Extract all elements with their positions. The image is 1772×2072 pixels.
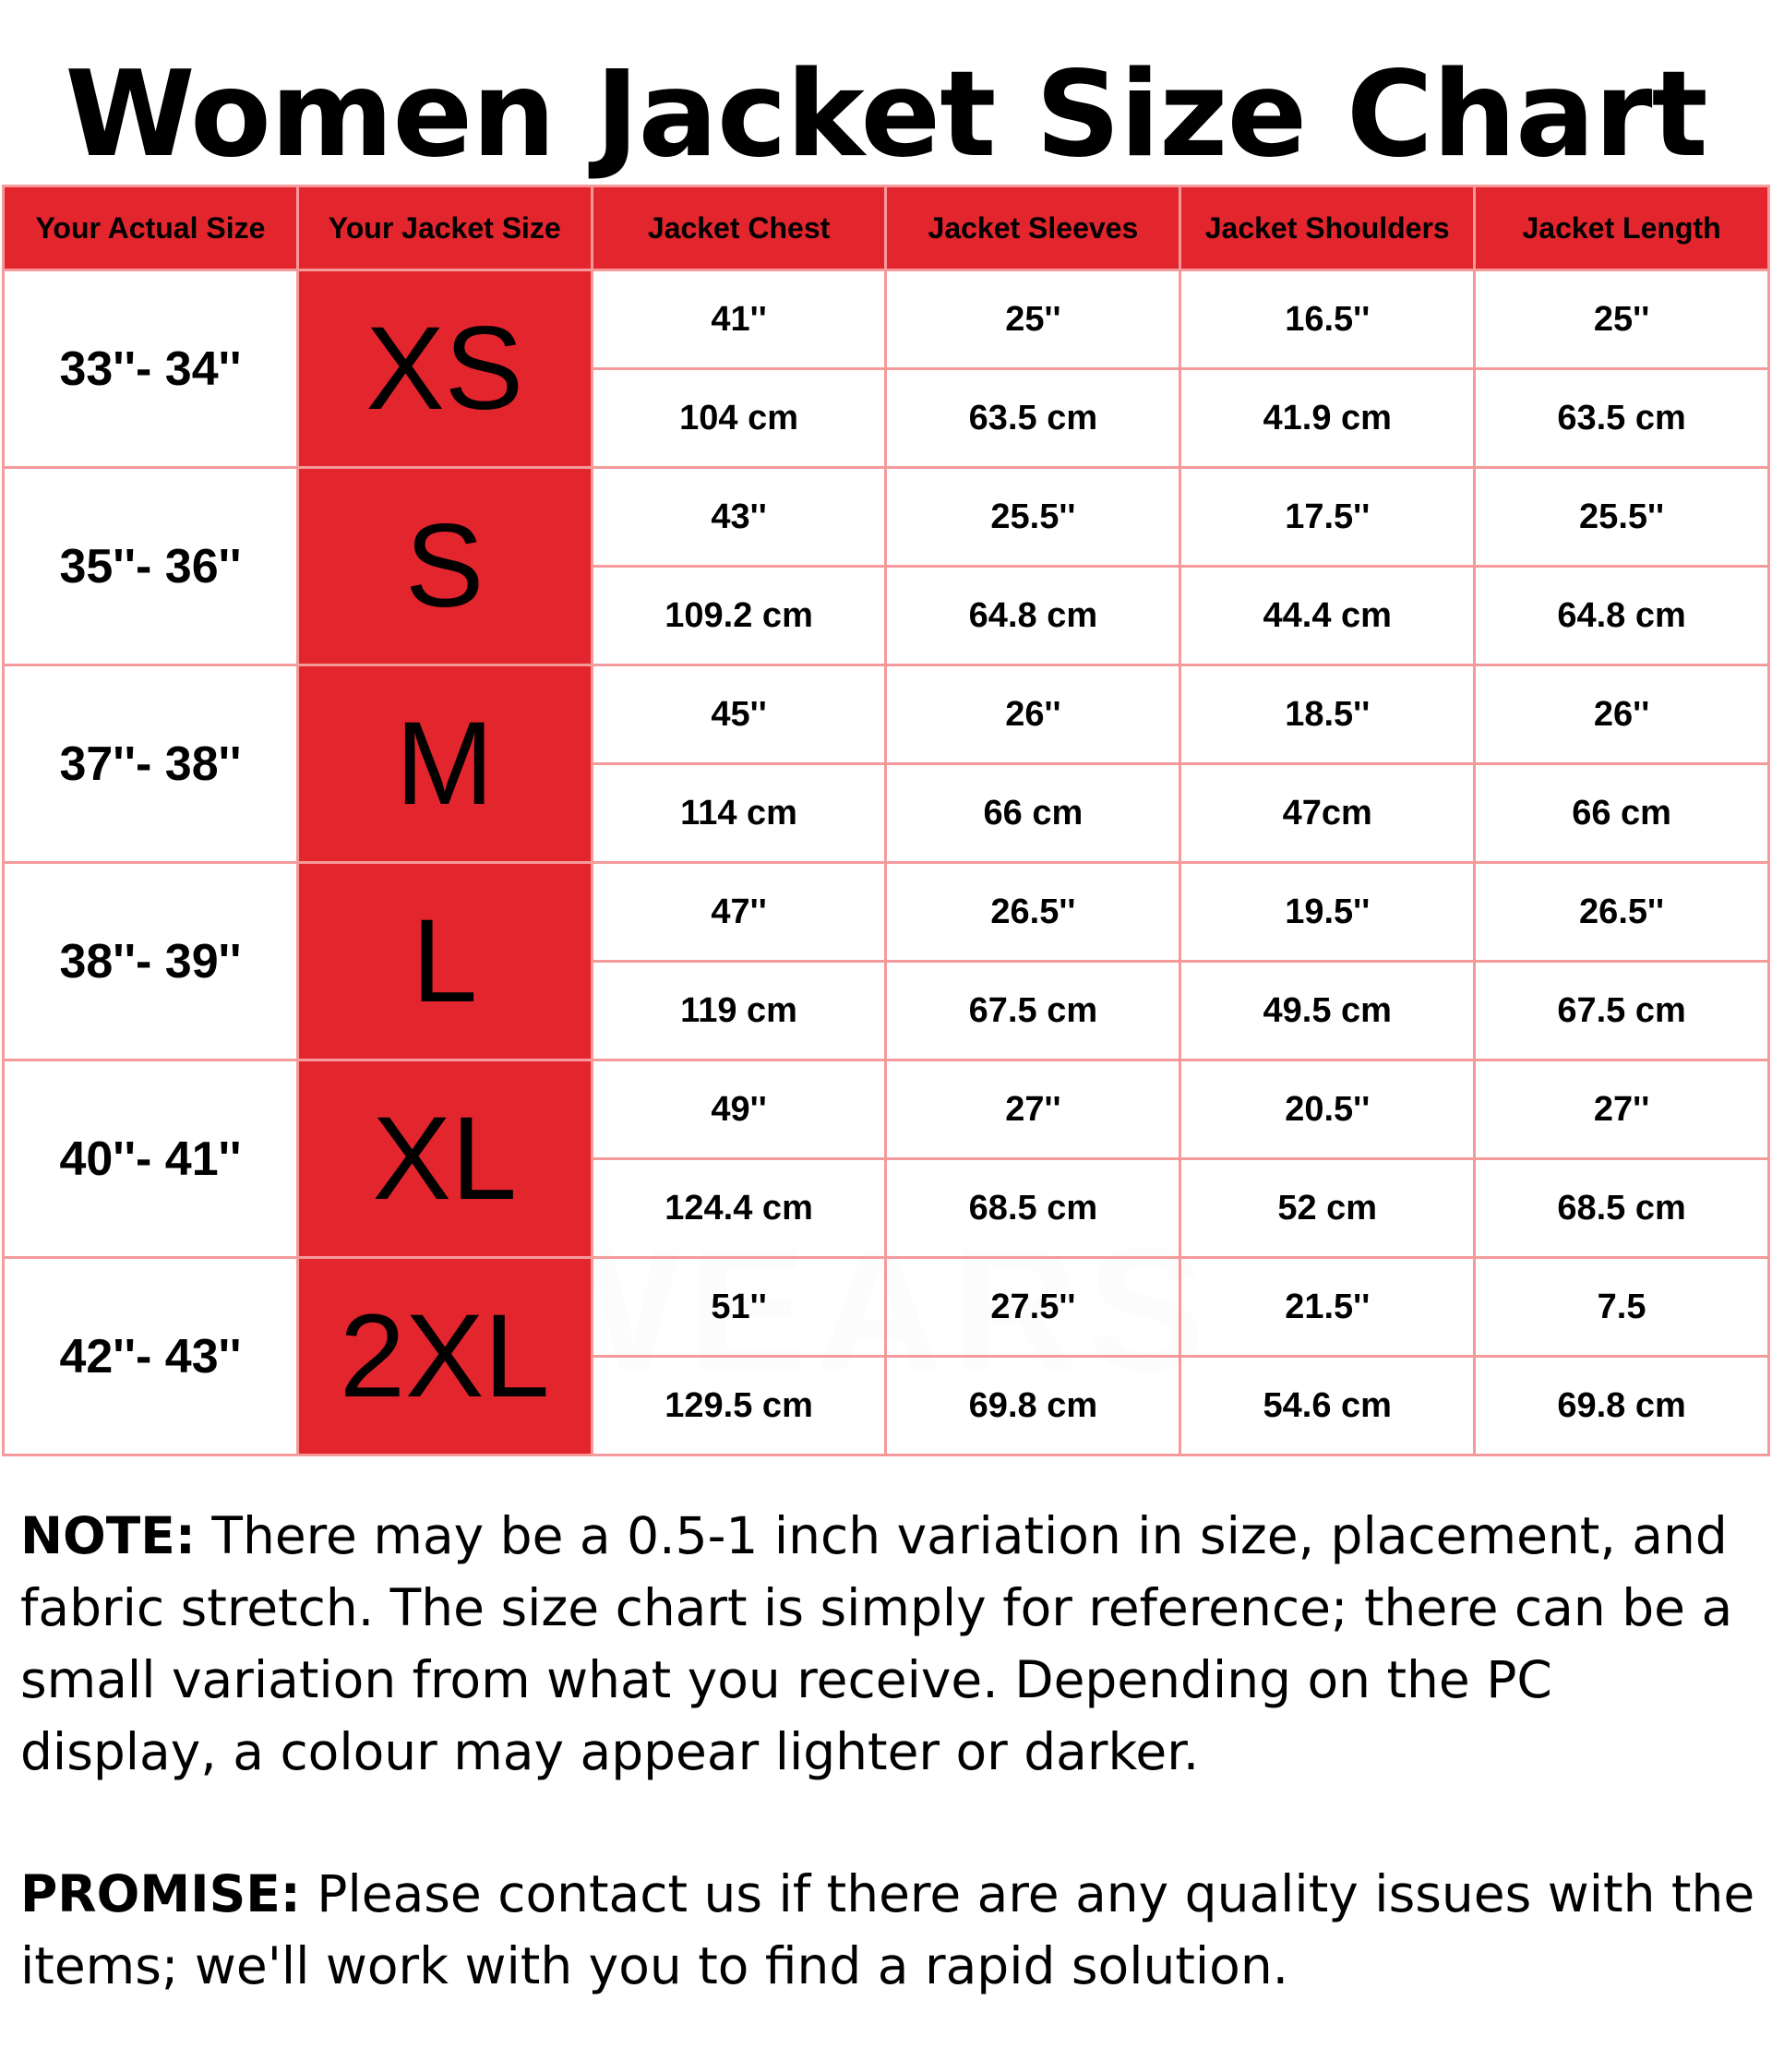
cm-value-cell: 109.2 cm: [590, 565, 888, 666]
table-row: 40''- 41'' XL 49'' 27'' 20.5'' 27'': [2, 1059, 1770, 1259]
actual-size-cell: 38''- 39'': [2, 861, 299, 1061]
cm-value-cell: 68.5 cm: [1473, 1157, 1770, 1259]
cm-value-cell: 69.8 cm: [884, 1355, 1182, 1456]
note-paragraph: NOTE: There may be a 0.5-1 inch variatio…: [20, 1500, 1755, 1788]
cm-value-cell: 67.5 cm: [884, 960, 1182, 1061]
cm-value-cell: 64.8 cm: [884, 565, 1182, 666]
jacket-size-cell: 2XL: [295, 1256, 593, 1456]
column-header: Your Actual Size: [2, 185, 299, 271]
inch-value-cell: 19.5'': [1179, 861, 1477, 963]
cm-value-cell: 68.5 cm: [884, 1157, 1182, 1259]
column-header: Jacket Chest: [590, 185, 888, 271]
table-row: 37''- 38'' M 45'' 26'' 18.5'' 26'': [2, 664, 1770, 864]
cm-value-cell: 44.4 cm: [1179, 565, 1477, 666]
table-row: 119 cm 67.5 cm 49.5 cm 67.5 cm: [4, 960, 1770, 1061]
inch-value-cell: 27'': [1473, 1059, 1770, 1160]
cm-value-cell: 66 cm: [1473, 762, 1770, 864]
inch-value-cell: 49'': [590, 1059, 888, 1160]
inch-value-cell: 18.5'': [1179, 664, 1477, 765]
promise-text: Please contact us if there are any quali…: [20, 1864, 1755, 1995]
actual-size-cell: 37''- 38'': [2, 664, 299, 864]
cm-value-cell: 124.4 cm: [590, 1157, 888, 1259]
page-title: Women Jacket Size Chart: [65, 46, 1707, 184]
actual-size-cell: 35''- 36'': [2, 466, 299, 666]
column-header: Jacket Shoulders: [1179, 185, 1477, 271]
inch-value-cell: 27'': [884, 1059, 1182, 1160]
actual-size-cell: 33''- 34'': [2, 269, 299, 469]
cm-value-cell: 49.5 cm: [1179, 960, 1477, 1061]
inch-value-cell: 26.5'': [1473, 861, 1770, 963]
promise-paragraph: PROMISE: Please contact us if there are …: [20, 1858, 1755, 2002]
jacket-size-cell: XL: [295, 1059, 593, 1259]
inch-value-cell: 47'': [590, 861, 888, 963]
table-row: 38''- 39'' L 47'' 26.5'' 19.5'' 26.5'': [2, 861, 1770, 1061]
cm-value-cell: 63.5 cm: [1473, 367, 1770, 469]
cm-value-cell: 47cm: [1179, 762, 1477, 864]
note-label: NOTE:: [20, 1506, 196, 1565]
table-row: 33''- 34'' XS 41'' 25'' 16.5'' 25'': [2, 269, 1770, 469]
inch-value-cell: 25'': [1473, 269, 1770, 370]
table-row: 129.5 cm 69.8 cm 54.6 cm 69.8 cm: [4, 1355, 1770, 1456]
jacket-size-cell: XS: [295, 269, 593, 469]
cm-value-cell: 69.8 cm: [1473, 1355, 1770, 1456]
cm-value-cell: 104 cm: [590, 367, 888, 469]
table-row: 42''- 43'' 2XL 51'' 27.5'' 21.5'' 7.5: [2, 1256, 1770, 1456]
inch-value-cell: 25'': [884, 269, 1182, 370]
cm-value-cell: 52 cm: [1179, 1157, 1477, 1259]
table-row: 104 cm 63.5 cm 41.9 cm 63.5 cm: [4, 367, 1770, 469]
cm-value-cell: 64.8 cm: [1473, 565, 1770, 666]
inch-value-cell: 17.5'': [1179, 466, 1477, 568]
jacket-size-cell: L: [295, 861, 593, 1061]
note-text: There may be a 0.5-1 inch variation in s…: [20, 1506, 1733, 1781]
cm-value-cell: 114 cm: [590, 762, 888, 864]
cm-value-cell: 41.9 cm: [1179, 367, 1477, 469]
cm-value-cell: 54.6 cm: [1179, 1355, 1477, 1456]
column-header: Jacket Length: [1473, 185, 1770, 271]
header-row: Your Actual Size Your Jacket Size Jacket C…: [2, 185, 1770, 271]
inch-value-cell: 26.5'': [884, 861, 1182, 963]
cm-value-cell: 63.5 cm: [884, 367, 1182, 469]
inch-value-cell: 25.5'': [884, 466, 1182, 568]
size-chart-table: Your Actual Size Your Jacket Size Jacket C…: [2, 185, 1770, 1456]
jacket-size-cell: S: [295, 466, 593, 666]
inch-value-cell: 51'': [590, 1256, 888, 1358]
inch-value-cell: 43'': [590, 466, 888, 568]
cm-value-cell: 129.5 cm: [590, 1355, 888, 1456]
column-header: Your Jacket Size: [295, 185, 593, 271]
inch-value-cell: 45'': [590, 664, 888, 765]
inch-value-cell: 26'': [884, 664, 1182, 765]
inch-value-cell: 20.5'': [1179, 1059, 1477, 1160]
inch-value-cell: 41'': [590, 269, 888, 370]
table-row: 124.4 cm 68.5 cm 52 cm 68.5 cm: [4, 1157, 1770, 1259]
notes: NOTE: There may be a 0.5-1 inch variatio…: [20, 1500, 1755, 2072]
inch-value-cell: 21.5'': [1179, 1256, 1477, 1358]
inch-value-cell: 16.5'': [1179, 269, 1477, 370]
cm-value-cell: 67.5 cm: [1473, 960, 1770, 1061]
cm-value-cell: 119 cm: [590, 960, 888, 1061]
actual-size-cell: 42''- 43'': [2, 1256, 299, 1456]
inch-value-cell: 27.5'': [884, 1256, 1182, 1358]
inch-value-cell: 7.5: [1473, 1256, 1770, 1358]
table-row: 35''- 36'' S 43'' 25.5'' 17.5'' 25.5'': [2, 466, 1770, 666]
promise-label: PROMISE:: [20, 1864, 301, 1923]
actual-size-cell: 40''- 41'': [2, 1059, 299, 1259]
inch-value-cell: 25.5'': [1473, 466, 1770, 568]
table-row: 114 cm 66 cm 47cm 66 cm: [4, 762, 1770, 864]
jacket-size-cell: M: [295, 664, 593, 864]
cm-value-cell: 66 cm: [884, 762, 1182, 864]
table-row: 109.2 cm 64.8 cm 44.4 cm 64.8 cm: [4, 565, 1770, 666]
inch-value-cell: 26'': [1473, 664, 1770, 765]
column-header: Jacket Sleeves: [884, 185, 1182, 271]
